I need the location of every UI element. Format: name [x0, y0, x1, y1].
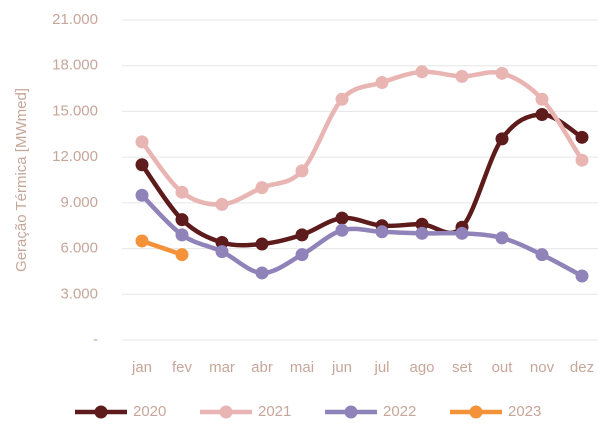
data-point	[175, 248, 189, 262]
data-point	[135, 158, 149, 172]
data-point	[415, 65, 429, 79]
data-point	[175, 213, 189, 227]
data-point	[455, 69, 469, 83]
data-point	[335, 211, 349, 225]
data-point	[135, 234, 149, 248]
data-point	[575, 153, 589, 167]
x-tick-label: out	[492, 359, 514, 376]
data-point	[255, 181, 269, 195]
data-point	[575, 269, 589, 283]
x-tick-label: mai	[290, 359, 314, 376]
x-tick-label: dez	[570, 359, 594, 376]
data-point	[375, 75, 389, 89]
x-tick-label: jun	[331, 359, 352, 376]
y-tick-label: 12.000	[52, 148, 98, 165]
y-tick-label: 6.000	[60, 240, 98, 257]
data-point	[535, 92, 549, 106]
data-point	[295, 248, 309, 262]
data-point	[495, 132, 509, 146]
data-point	[255, 266, 269, 280]
data-point	[535, 248, 549, 262]
x-tick-label: fev	[172, 359, 193, 376]
data-point	[415, 226, 429, 240]
x-tick-label: mar	[209, 359, 235, 376]
data-point	[135, 135, 149, 149]
data-point	[575, 130, 589, 144]
y-tick-label: 9.000	[60, 194, 98, 211]
data-point	[175, 185, 189, 199]
data-point	[215, 245, 229, 259]
data-point	[215, 235, 229, 249]
y-tick-label: -	[93, 331, 98, 348]
legend-label: 2021	[258, 403, 291, 420]
x-tick-label: jan	[131, 359, 152, 376]
data-point	[295, 164, 309, 178]
x-tick-label: nov	[530, 359, 555, 376]
series-line	[139, 69, 585, 207]
data-point	[295, 228, 309, 242]
data-point	[335, 223, 349, 237]
x-tick-label: abr	[251, 359, 273, 376]
y-tick-label: 3.000	[60, 285, 98, 302]
data-point	[255, 237, 269, 251]
legend-marker	[94, 405, 108, 419]
x-tick-label: ago	[409, 359, 434, 376]
data-point	[335, 92, 349, 106]
y-axis-label: Geração Térmica [MWmed]	[13, 88, 30, 272]
data-point	[415, 217, 429, 231]
x-tick-label: set	[452, 359, 473, 376]
y-tick-label: 18.000	[52, 57, 98, 74]
data-point	[375, 225, 389, 239]
data-point	[135, 188, 149, 202]
legend-marker	[469, 405, 483, 419]
legend-label: 2023	[508, 403, 541, 420]
data-point	[495, 231, 509, 245]
legend-marker	[344, 405, 358, 419]
data-point	[175, 228, 189, 242]
data-point	[455, 226, 469, 240]
legend-label: 2022	[383, 403, 416, 420]
legend-marker	[219, 405, 233, 419]
legend-label: 2020	[133, 403, 166, 420]
data-point	[535, 107, 549, 121]
series-line	[139, 112, 585, 248]
x-tick-label: jul	[373, 359, 389, 376]
data-point	[215, 197, 229, 211]
y-tick-label: 15.000	[52, 102, 98, 119]
data-point	[495, 66, 509, 80]
y-tick-label: 21.000	[52, 11, 98, 28]
